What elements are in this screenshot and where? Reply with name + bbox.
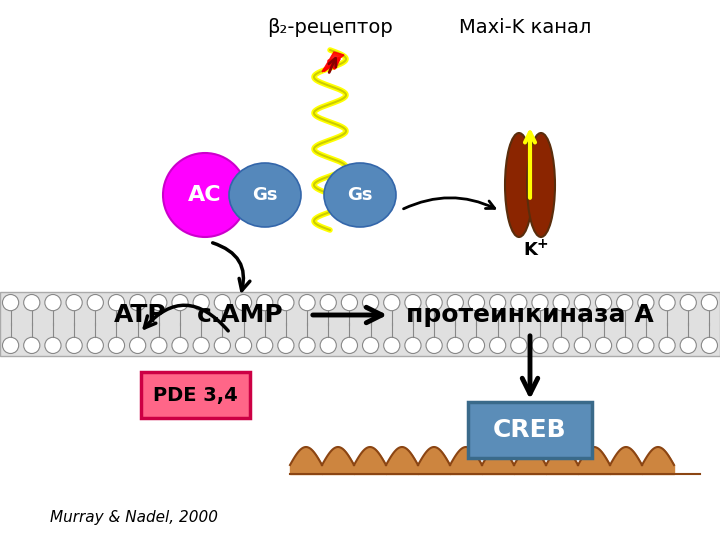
Ellipse shape [130, 338, 145, 354]
FancyBboxPatch shape [468, 402, 592, 458]
Ellipse shape [469, 294, 485, 310]
Ellipse shape [616, 338, 633, 354]
Ellipse shape [256, 338, 273, 354]
Ellipse shape [66, 338, 82, 354]
Ellipse shape [172, 294, 188, 310]
Ellipse shape [405, 338, 421, 354]
Ellipse shape [575, 338, 590, 354]
Ellipse shape [616, 294, 633, 310]
Bar [0, 292, 720, 356]
Ellipse shape [150, 338, 167, 354]
Ellipse shape [193, 338, 210, 354]
Text: β₂-рецептор: β₂-рецептор [267, 18, 393, 37]
Ellipse shape [701, 338, 718, 354]
Ellipse shape [130, 294, 145, 310]
Ellipse shape [659, 338, 675, 354]
Text: +: + [536, 237, 548, 251]
Ellipse shape [215, 294, 230, 310]
Ellipse shape [384, 294, 400, 310]
Ellipse shape [527, 133, 555, 237]
Text: ATP: ATP [114, 303, 166, 327]
Ellipse shape [229, 163, 301, 227]
Ellipse shape [426, 338, 442, 354]
Ellipse shape [490, 338, 505, 354]
Ellipse shape [680, 338, 696, 354]
Ellipse shape [553, 294, 570, 310]
Ellipse shape [109, 338, 125, 354]
Ellipse shape [553, 338, 570, 354]
Ellipse shape [341, 294, 358, 310]
Ellipse shape [24, 338, 40, 354]
Ellipse shape [87, 294, 104, 310]
Ellipse shape [193, 294, 210, 310]
Ellipse shape [341, 338, 358, 354]
Ellipse shape [45, 338, 61, 354]
FancyArrowPatch shape [212, 243, 250, 291]
Ellipse shape [150, 294, 167, 310]
Text: K: K [523, 241, 537, 259]
Ellipse shape [87, 338, 104, 354]
Ellipse shape [320, 338, 336, 354]
Ellipse shape [595, 338, 611, 354]
Ellipse shape [324, 163, 396, 227]
Ellipse shape [490, 294, 505, 310]
Ellipse shape [163, 153, 247, 237]
Ellipse shape [532, 338, 548, 354]
Ellipse shape [2, 338, 19, 354]
Ellipse shape [447, 338, 464, 354]
Ellipse shape [426, 294, 442, 310]
Text: PDE 3,4: PDE 3,4 [153, 386, 238, 404]
Ellipse shape [505, 133, 533, 237]
Ellipse shape [638, 338, 654, 354]
Ellipse shape [447, 294, 464, 310]
Ellipse shape [256, 294, 273, 310]
Ellipse shape [299, 338, 315, 354]
Ellipse shape [66, 294, 82, 310]
Ellipse shape [109, 294, 125, 310]
Ellipse shape [299, 294, 315, 310]
FancyArrowPatch shape [403, 198, 495, 209]
Ellipse shape [320, 294, 336, 310]
Text: CREB: CREB [493, 418, 567, 442]
Ellipse shape [278, 294, 294, 310]
Text: с.AMP: с.AMP [197, 303, 283, 327]
Ellipse shape [45, 294, 61, 310]
FancyBboxPatch shape [140, 372, 250, 418]
Ellipse shape [510, 294, 527, 310]
Ellipse shape [24, 294, 40, 310]
Ellipse shape [384, 338, 400, 354]
Ellipse shape [701, 294, 718, 310]
Ellipse shape [235, 338, 251, 354]
Ellipse shape [2, 294, 19, 310]
Ellipse shape [595, 294, 611, 310]
Text: Gs: Gs [252, 186, 278, 204]
Text: Maxi-K канал: Maxi-K канал [459, 18, 591, 37]
Ellipse shape [575, 294, 590, 310]
Ellipse shape [532, 294, 548, 310]
Ellipse shape [235, 294, 251, 310]
Ellipse shape [172, 338, 188, 354]
Ellipse shape [659, 294, 675, 310]
Text: Murray & Nadel, 2000: Murray & Nadel, 2000 [50, 510, 218, 525]
Text: AC: AC [188, 185, 222, 205]
Ellipse shape [215, 338, 230, 354]
FancyArrowPatch shape [144, 305, 228, 331]
Ellipse shape [362, 338, 379, 354]
Polygon shape [322, 52, 344, 72]
Ellipse shape [362, 294, 379, 310]
Text: Gs: Gs [347, 186, 373, 204]
Ellipse shape [469, 338, 485, 354]
Ellipse shape [680, 294, 696, 310]
Ellipse shape [278, 338, 294, 354]
Text: протеинкиназа A: протеинкиназа A [406, 303, 654, 327]
Ellipse shape [638, 294, 654, 310]
Ellipse shape [405, 294, 421, 310]
Ellipse shape [510, 338, 527, 354]
